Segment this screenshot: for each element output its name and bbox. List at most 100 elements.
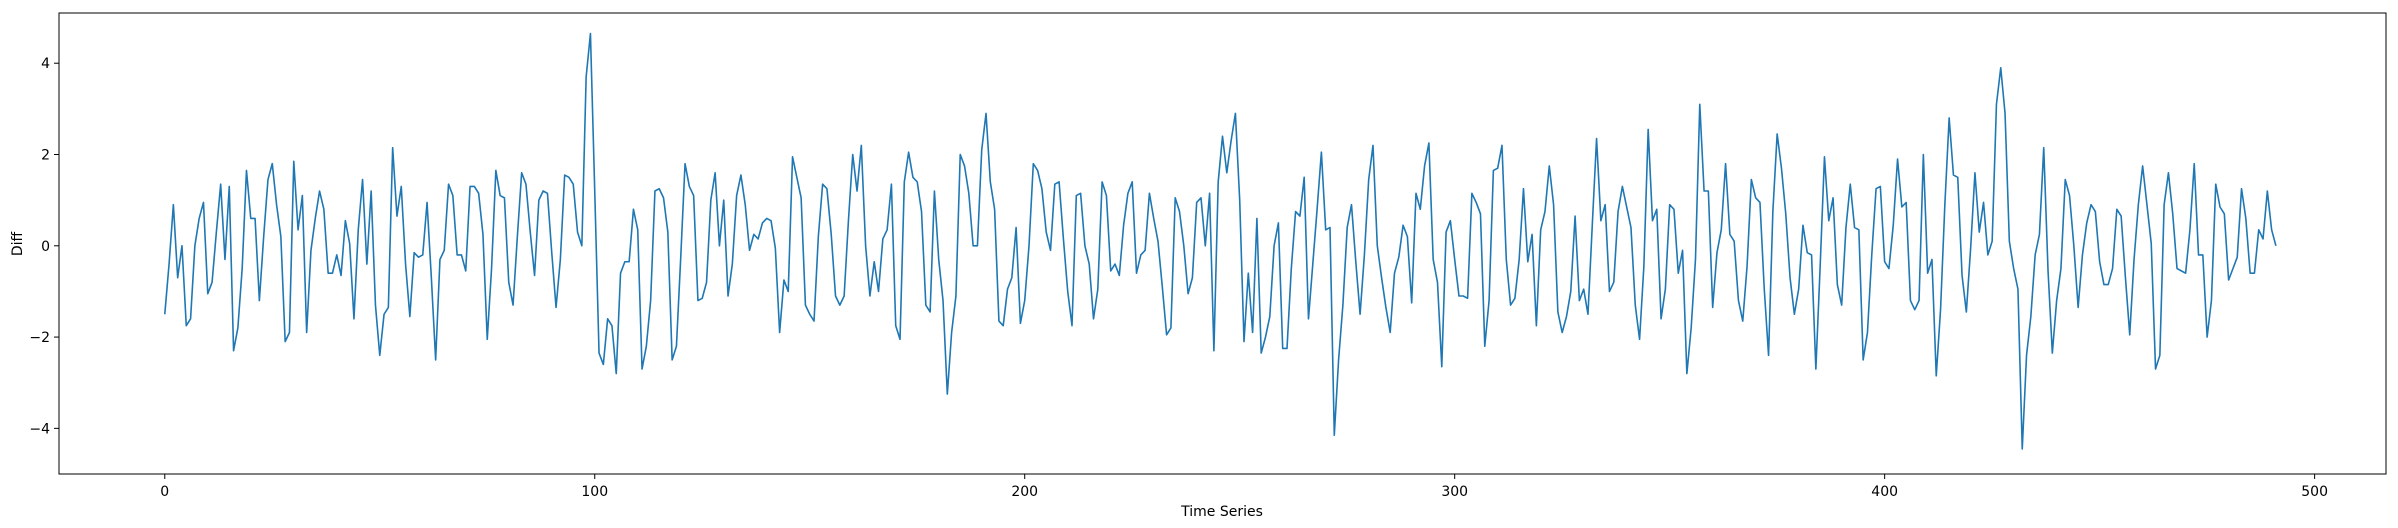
data-point (2241, 188, 2243, 190)
data-point (2228, 279, 2230, 281)
data-point (2219, 206, 2221, 208)
data-point (1273, 245, 1275, 247)
data-point (1682, 249, 1684, 251)
data-point (1024, 300, 1026, 302)
data-point (1419, 208, 1421, 210)
data-point (207, 293, 209, 295)
data-point (2245, 217, 2247, 219)
data-point (727, 295, 729, 297)
data-point (1209, 192, 1211, 194)
data-point (177, 277, 179, 279)
data-point (331, 272, 333, 274)
data-point (396, 215, 398, 217)
data-point (263, 236, 265, 238)
data-point (417, 256, 419, 258)
data-point (1884, 261, 1886, 263)
data-point (1058, 181, 1060, 183)
data-point (1522, 188, 1524, 190)
data-point (2026, 354, 2028, 356)
data-point (1415, 192, 1417, 194)
data-point (1071, 325, 1073, 327)
data-point (413, 252, 415, 254)
data-point (1565, 316, 1567, 318)
data-point (1789, 277, 1791, 279)
data-point (1346, 227, 1348, 229)
data-point (1570, 290, 1572, 292)
data-point (1574, 215, 1576, 217)
data-point (555, 306, 557, 308)
data-point (503, 197, 505, 199)
data-point (1252, 332, 1254, 334)
data-point (1785, 213, 1787, 215)
data-point (267, 179, 269, 181)
data-point (430, 277, 432, 279)
data-point (1875, 188, 1877, 190)
data-point (1213, 350, 1215, 352)
series-line (163, 32, 2277, 450)
data-point (387, 306, 389, 308)
data-point (976, 245, 978, 247)
data-point (589, 33, 591, 35)
data-point (2142, 165, 2144, 167)
data-point (2047, 270, 2049, 272)
data-point (1084, 245, 1086, 247)
data-point (1922, 154, 1924, 156)
data-point (607, 318, 609, 320)
data-point (482, 233, 484, 235)
data-point (439, 258, 441, 260)
data-point (392, 147, 394, 149)
data-point (989, 181, 991, 183)
data-point (2094, 211, 2096, 213)
data-point (1368, 179, 1370, 181)
data-point (2223, 213, 2225, 215)
data-point (1948, 117, 1950, 119)
data-point (654, 190, 656, 192)
data-point (1630, 227, 1632, 229)
data-point (1995, 103, 1997, 105)
data-point (1845, 227, 1847, 229)
data-point (1634, 304, 1636, 306)
data-point (2077, 306, 2079, 308)
data-point (198, 217, 200, 219)
data-point (1497, 167, 1499, 169)
data-point (1037, 169, 1039, 171)
data-point (1355, 261, 1357, 263)
data-point (1669, 204, 1671, 206)
data-point (1127, 192, 1129, 194)
data-point (409, 316, 411, 318)
data-point (985, 112, 987, 114)
data-point (899, 338, 901, 340)
data-point (491, 268, 493, 270)
data-point (921, 211, 923, 213)
data-point (1110, 270, 1112, 272)
data-point (1054, 183, 1056, 185)
data-point (1312, 263, 1314, 265)
y-tick-label: −4 (29, 421, 50, 437)
data-point (1957, 176, 1959, 178)
data-point (2150, 243, 2152, 245)
data-point (1329, 227, 1331, 229)
data-point (2262, 238, 2264, 240)
data-point (1204, 245, 1206, 247)
data-point (2116, 208, 2118, 210)
data-point (693, 195, 695, 197)
data-point (2017, 288, 2019, 290)
data-point (276, 204, 278, 206)
data-point (568, 176, 570, 178)
data-point (1080, 192, 1082, 194)
data-point (783, 279, 785, 281)
data-point (2180, 270, 2182, 272)
data-point (1531, 233, 1533, 235)
data-point (1488, 300, 1490, 302)
data-point (800, 197, 802, 199)
data-point (374, 304, 376, 306)
data-point (1179, 211, 1181, 213)
data-point (1535, 325, 1537, 327)
x-tick-label: 500 (2301, 484, 2328, 500)
data-point (228, 185, 230, 187)
data-point (684, 163, 686, 165)
data-point (344, 220, 346, 222)
data-point (1815, 368, 1817, 370)
data-point (2056, 300, 2058, 302)
